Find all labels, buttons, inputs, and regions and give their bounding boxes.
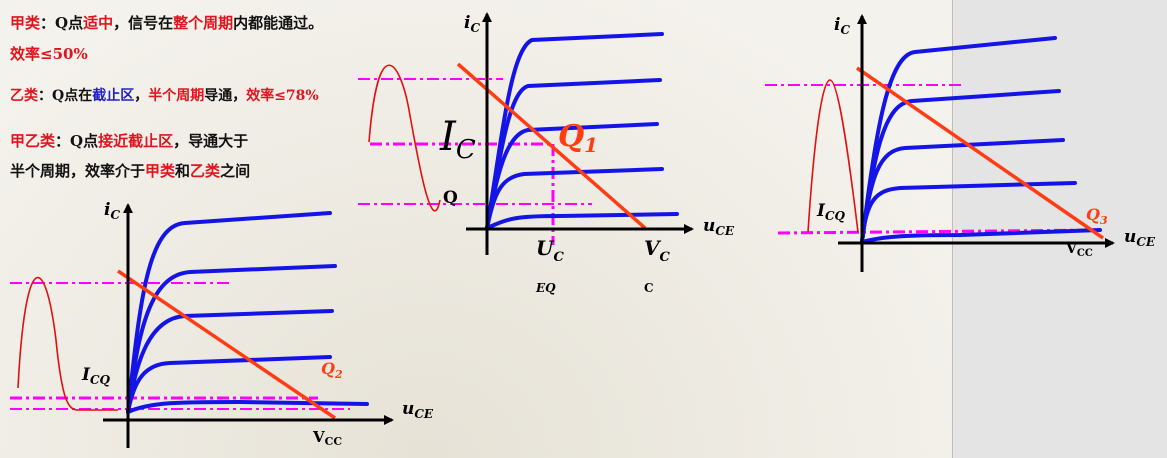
text-line-class-ab: 甲乙类：Q点接近截止区，导通大于 <box>10 131 248 151</box>
graph3-sine-wave <box>807 79 859 233</box>
line1-run-1: ：Q点 <box>40 14 84 32</box>
graph1-ic-axis-label: iC <box>464 13 480 35</box>
graph3-curve-5 <box>860 228 1102 244</box>
graph1-curve-2 <box>485 78 662 230</box>
line5-run-4: 之间 <box>220 162 251 180</box>
line1-run-4: 整个周期 <box>173 14 234 32</box>
graph1-load-line <box>456 62 647 230</box>
graph2-ic-axis-label: iC <box>104 200 120 222</box>
line1-run-0: 甲类 <box>10 14 41 32</box>
graph3-icq-label: ICQ <box>816 201 846 223</box>
line2-run-0: 效率≤50% <box>10 45 88 63</box>
line3-run-2: 截止区 <box>92 88 135 104</box>
line4-run-3: ，导通大于 <box>173 132 249 150</box>
graph2-icq-label: ICQ <box>81 365 111 387</box>
graph1-uc-label: UC <box>536 236 564 265</box>
graph2-curve-4 <box>126 355 332 414</box>
line4-run-2: 接近截止区 <box>98 132 174 150</box>
graph2-q2-label: Q2 <box>321 359 343 381</box>
graph2-curve-5 <box>126 399 369 414</box>
line5-run-1: 甲类 <box>145 162 176 180</box>
graph1-vc-label: VC <box>644 236 671 265</box>
graph1-vc-extra-label: C <box>644 281 654 295</box>
graph3-load-line <box>856 66 1104 240</box>
line4-run-0: 甲乙类 <box>10 132 56 150</box>
line1-run-3: ，信号在 <box>113 14 174 32</box>
graph2-load-line <box>117 269 336 420</box>
graph1-sine-wave <box>368 64 441 212</box>
graph-class-a: iC uCE IC Q1 Q UC EQ VC C <box>358 12 735 295</box>
line3-run-1: ：Q点在 <box>38 88 93 104</box>
text-line-class-a-efficiency: 效率≤50% <box>10 44 88 64</box>
graph3-vcc-label: VCC <box>1065 241 1093 259</box>
line1-run-2: 适中 <box>83 14 114 32</box>
graph1-eq-label: EQ <box>535 281 556 295</box>
line1-run-5: 内都能通过。 <box>233 14 324 32</box>
graph3-curves <box>860 36 1102 244</box>
graph1-IC-label: IC <box>439 114 476 165</box>
graph3-curve-2 <box>860 89 1061 244</box>
text-line-class-b: 乙类：Q点在截止区，半个周期导通，效率≤78% <box>10 86 319 106</box>
line5-run-3: 乙类 <box>190 162 221 180</box>
graph-class-ab: iC uCE ICQ Q2 VCC <box>10 200 434 448</box>
graph1-uce-axis-label: uCE <box>703 216 735 238</box>
line5-run-0: 半个周期，效率介于 <box>10 162 146 180</box>
graph2-curve-2 <box>126 264 337 414</box>
line3-run-5: 导通， <box>204 88 247 104</box>
text-line-class-a: 甲类：Q点适中，信号在整个周期内都能通过。 <box>10 13 323 33</box>
graph3-curve-4 <box>860 181 1077 244</box>
line3-run-3: ， <box>134 88 149 104</box>
graph-class-b: iC uCE ICQ Q3 VCC <box>765 14 1156 272</box>
graph1-q-label: Q <box>443 188 458 208</box>
line4-run-1: ：Q点 <box>55 132 99 150</box>
line3-run-4: 半个周期 <box>148 88 205 104</box>
graph1-guides <box>358 78 592 245</box>
graph3-q3-label: Q3 <box>1086 205 1108 227</box>
text-line-class-ab-cont: 半个周期，效率介于甲类和乙类之间 <box>10 161 250 181</box>
line3-run-0: 乙类 <box>10 88 38 104</box>
graph1-q1-label: Q1 <box>558 119 598 157</box>
graph1-curves <box>485 32 679 230</box>
graph3-ic-axis-label: iC <box>834 15 850 37</box>
graph2-uce-axis-label: uCE <box>402 399 434 421</box>
graph2-sine-wave <box>17 276 118 411</box>
graph2-curves <box>126 211 369 414</box>
graph2-guides <box>10 282 350 410</box>
graph1-curve-5 <box>485 212 679 230</box>
graph2-vcc-label: VCC <box>312 428 342 448</box>
graph3-uce-axis-label: uCE <box>1124 227 1156 249</box>
graph1-curve-4 <box>485 167 664 230</box>
line3-run-6: 效率≤78% <box>246 88 319 104</box>
graph3-bottom-dash <box>777 228 1101 235</box>
line5-run-2: 和 <box>175 162 191 180</box>
graph3-guides <box>765 84 1101 235</box>
